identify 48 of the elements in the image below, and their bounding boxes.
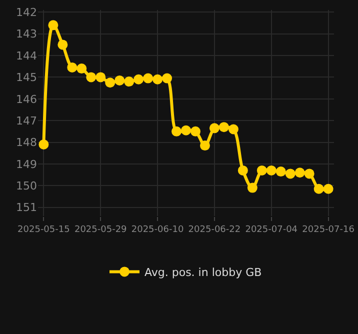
point bbox=[143, 73, 154, 84]
point bbox=[86, 72, 96, 82]
point bbox=[162, 73, 172, 84]
x-tick-label: 2025-06-22 bbox=[188, 224, 241, 235]
point bbox=[134, 74, 144, 84]
point bbox=[190, 126, 200, 136]
point bbox=[152, 74, 163, 84]
point bbox=[105, 78, 116, 88]
legend-label: Avg. pos. in lobby GB bbox=[144, 266, 262, 279]
point bbox=[76, 64, 87, 74]
x-tick-label: 2025-07-16 bbox=[302, 224, 355, 235]
point bbox=[48, 20, 58, 30]
point bbox=[200, 140, 210, 151]
point bbox=[256, 165, 267, 176]
y-tick-label: 142 bbox=[16, 6, 37, 20]
point bbox=[294, 168, 305, 178]
point bbox=[314, 184, 324, 194]
point bbox=[172, 126, 182, 136]
y-tick-label: 147 bbox=[16, 114, 37, 128]
point bbox=[124, 76, 134, 87]
point bbox=[285, 168, 296, 179]
point bbox=[276, 166, 286, 177]
point bbox=[218, 122, 229, 132]
point bbox=[181, 125, 191, 136]
point bbox=[96, 72, 106, 82]
point bbox=[238, 165, 248, 176]
point bbox=[114, 75, 125, 86]
point bbox=[209, 123, 220, 134]
point bbox=[323, 184, 334, 194]
y-tick-label: 146 bbox=[16, 92, 37, 106]
y-tick-label: 151 bbox=[16, 201, 37, 214]
point bbox=[247, 182, 258, 193]
point bbox=[58, 40, 68, 50]
point bbox=[304, 168, 314, 179]
point bbox=[38, 139, 49, 150]
point bbox=[67, 62, 78, 72]
x-tick-label: 2025-05-29 bbox=[74, 224, 128, 235]
x-tick-label: 2025-05-15 bbox=[18, 224, 70, 235]
y-tick-label: 145 bbox=[16, 71, 37, 84]
y-tick-label: 143 bbox=[16, 28, 37, 41]
y-tick-label: 144 bbox=[16, 49, 37, 62]
x-tick-label: 2025-06-10 bbox=[131, 224, 184, 235]
y-tick-label: 150 bbox=[16, 179, 37, 192]
x-tick-label: 2025-07-04 bbox=[245, 224, 298, 235]
y-tick-label: 148 bbox=[16, 136, 37, 150]
point bbox=[266, 165, 276, 176]
point bbox=[228, 124, 238, 134]
y-tick-label: 149 bbox=[16, 158, 37, 171]
